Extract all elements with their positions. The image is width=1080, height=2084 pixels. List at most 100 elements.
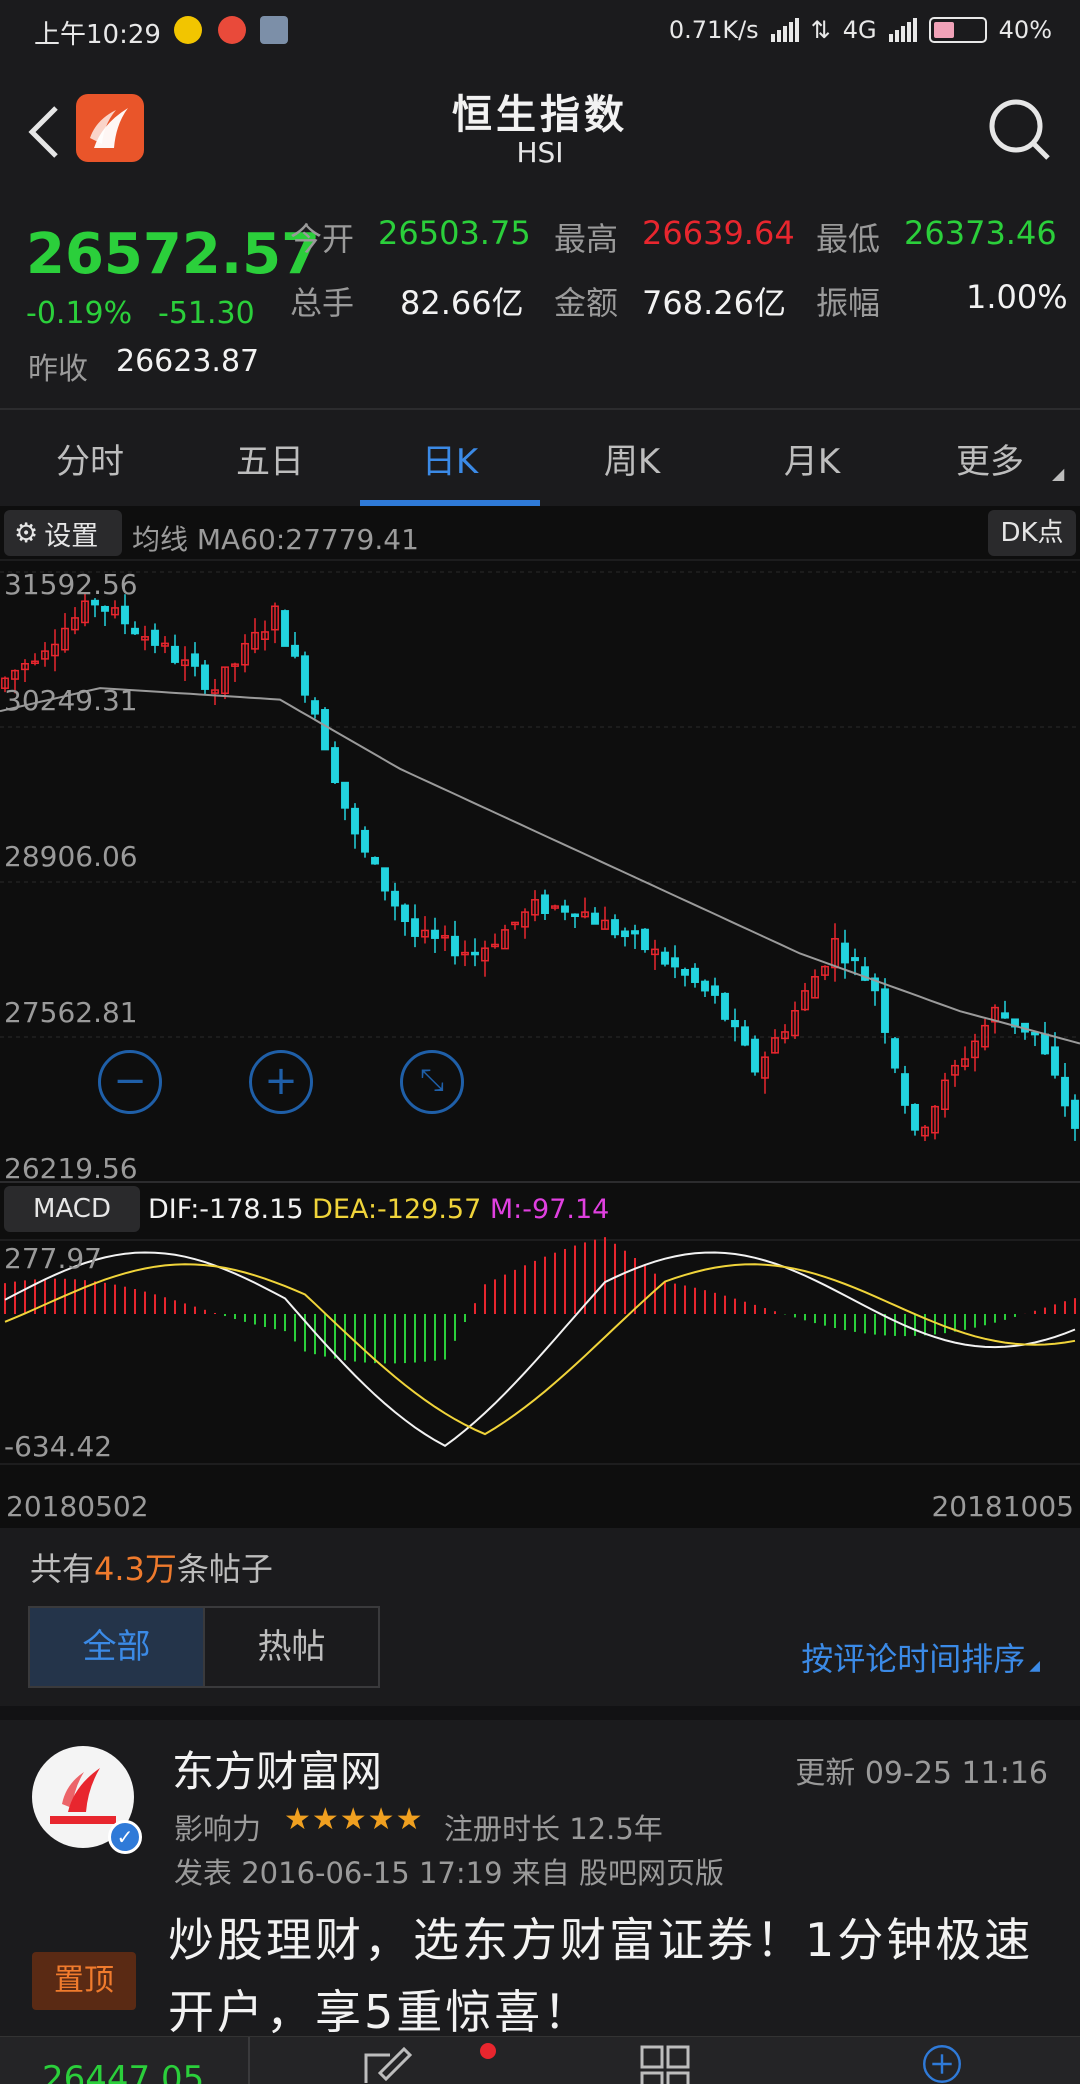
- up-candle: [811, 976, 819, 999]
- network-speed: 0.71K/s: [668, 16, 759, 44]
- amount-label: 金额: [554, 284, 619, 322]
- avatar-logo-icon: [50, 1768, 116, 1824]
- down-candle: [711, 985, 719, 996]
- zoom-in-icon[interactable]: +: [249, 1050, 313, 1114]
- message-notification-icon: [260, 16, 288, 44]
- macd-plot: [4, 1237, 1076, 1447]
- data-transfer-icon: ⇅: [810, 16, 831, 44]
- dea-line: [4, 1263, 1076, 1436]
- up-candle: [941, 1079, 949, 1111]
- post-title[interactable]: 炒股理财，选东方财富证券！1分钟极速开户，享5重惊喜！: [168, 1913, 1034, 2039]
- up-candle: [991, 1006, 999, 1023]
- y-axis-label: 26219.56: [4, 1152, 138, 1185]
- app-logo: [76, 94, 144, 162]
- network-type: 4G: [842, 16, 877, 44]
- volume-value: 82.66亿: [400, 284, 524, 322]
- up-candle: [651, 948, 659, 956]
- up-candle: [511, 921, 519, 926]
- compose-icon[interactable]: [360, 2043, 414, 2084]
- macd-min-label: -634.42: [4, 1430, 113, 1463]
- up-candle: [251, 631, 259, 650]
- sort-label: 按评论时间排序: [801, 1640, 1026, 1678]
- down-candle: [661, 951, 669, 965]
- bottom-price: 26447.05: [42, 2059, 205, 2084]
- filter-all-tab[interactable]: 全部: [30, 1608, 203, 1686]
- down-candle: [681, 969, 689, 976]
- up-candle: [61, 627, 69, 651]
- back-icon[interactable]: [24, 102, 64, 162]
- fullscreen-icon[interactable]: ⤡: [400, 1050, 464, 1114]
- post-card[interactable]: ✓ 东方财富网 更新 09-25 11:16 影响力 ★★★★★ 注册时长 12…: [0, 1706, 1080, 2084]
- grid-menu-icon[interactable]: [640, 2045, 690, 2084]
- filter-hot-tab[interactable]: 热帖: [203, 1608, 378, 1686]
- up-candle: [31, 660, 39, 665]
- down-candle: [691, 967, 699, 983]
- tab-weekly-k[interactable]: 周K: [603, 442, 661, 482]
- down-candle: [201, 664, 209, 690]
- up-candle: [141, 636, 149, 641]
- wifi-signal-icon: [770, 18, 799, 42]
- macd-indicator-button[interactable]: MACD: [4, 1186, 140, 1232]
- ma60-line: [0, 687, 1080, 1045]
- search-icon[interactable]: [984, 94, 1054, 164]
- down-candle: [631, 930, 639, 935]
- notification-dot: [480, 2043, 496, 2059]
- down-candle: [591, 912, 599, 925]
- up-candle: [971, 1040, 979, 1059]
- ma60-curve: [0, 687, 1080, 1045]
- post-count-suffix: 条帖子: [176, 1550, 273, 1588]
- chart-grid: [0, 559, 1080, 1465]
- kline-chart[interactable]: ⚙ 设置 均线 MA60:27779.41 DK点 31592.56 30249…: [0, 506, 1080, 1528]
- settings-label: 设置: [44, 520, 99, 552]
- y-axis-label: 30249.31: [4, 684, 138, 717]
- tab-monthly-k[interactable]: 月K: [783, 442, 841, 482]
- high-label: 最高: [554, 220, 619, 258]
- zoom-out-icon[interactable]: −: [98, 1050, 162, 1114]
- down-candle: [341, 781, 349, 809]
- add-icon[interactable]: [916, 2043, 968, 2084]
- published-info: 发表 2016-06-15 17:19 来自 股吧网页版: [174, 1856, 724, 1890]
- chart-settings-button[interactable]: ⚙ 设置: [4, 510, 122, 556]
- post-filter-tabs: 全部 热帖: [28, 1606, 380, 1688]
- gear-icon: ⚙: [14, 517, 39, 549]
- kline-svg: [0, 559, 1080, 1465]
- down-candle: [311, 700, 319, 715]
- candles: [1, 594, 1079, 1142]
- down-candle: [891, 1038, 899, 1069]
- tab-more[interactable]: 更多: [956, 442, 1024, 482]
- app-notification-icon: [174, 16, 202, 44]
- macd-readout: DIF:-178.15 DEA:-129.57 M:-97.14: [148, 1194, 609, 1225]
- up-candle: [111, 607, 119, 616]
- up-candle: [551, 905, 559, 909]
- y-axis-label: 28906.06: [4, 840, 138, 873]
- dk-point-button[interactable]: DK点: [988, 510, 1076, 556]
- down-candle: [191, 653, 199, 667]
- prev-close-value: 26623.87: [116, 344, 260, 379]
- down-candle: [571, 913, 579, 918]
- up-candle: [1, 677, 9, 689]
- up-candle: [481, 947, 489, 962]
- tab-five-day[interactable]: 五日: [236, 442, 304, 482]
- tab-intraday[interactable]: 分时: [56, 442, 124, 482]
- author-name[interactable]: 东方财富网: [172, 1747, 383, 1796]
- sort-button[interactable]: 按评论时间排序 ◢: [801, 1634, 1040, 1680]
- down-candle: [1051, 1046, 1059, 1076]
- amplitude-label: 振幅: [816, 284, 881, 322]
- battery-icon: [928, 17, 987, 43]
- status-right: 0.71K/s ⇅ 4G 40%: [669, 16, 1052, 44]
- down-candle: [351, 807, 359, 835]
- up-candle: [521, 911, 529, 928]
- down-candle: [381, 867, 389, 892]
- up-candle: [211, 689, 219, 694]
- post-count-number: 4.3万: [94, 1550, 177, 1588]
- up-candle: [491, 943, 499, 948]
- down-candle: [121, 605, 129, 625]
- down-candle: [391, 890, 399, 907]
- down-candle: [301, 655, 309, 696]
- high-value: 26639.64: [642, 214, 795, 252]
- tab-daily-k[interactable]: 日K: [421, 442, 479, 482]
- up-candle: [41, 650, 49, 660]
- volume-label: 总手: [290, 284, 355, 322]
- y-axis-label: 27562.81: [4, 996, 138, 1029]
- down-candle: [751, 1038, 759, 1073]
